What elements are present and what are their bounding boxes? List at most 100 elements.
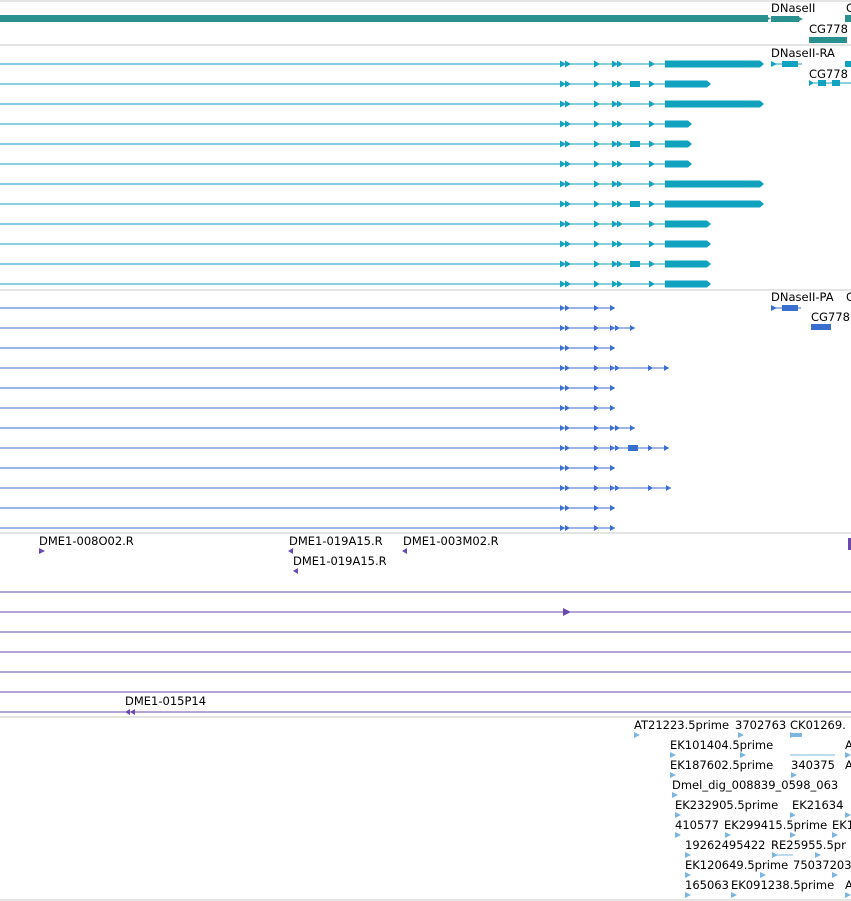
exon-arrow — [594, 325, 599, 331]
est-feature — [845, 892, 851, 898]
mrna-label-cg778[interactable]: CG778 — [809, 67, 848, 81]
exon-arrow — [610, 345, 615, 351]
exon-arrow — [617, 160, 623, 168]
est-label[interactable]: 3702763 — [735, 718, 786, 732]
est-label[interactable]: 75037203 — [793, 858, 851, 872]
est-label[interactable]: 410577 — [675, 818, 719, 832]
exon-arrow — [649, 260, 655, 268]
exon-arrow — [612, 80, 618, 88]
protein-label-cg778[interactable]: CG778 — [811, 310, 850, 324]
exon-arrow — [688, 120, 692, 128]
exon-arrow — [565, 180, 571, 188]
exon-arrow — [594, 80, 600, 88]
exon-arrow — [565, 160, 571, 168]
est-label[interactable]: EK120649.5prime — [685, 858, 788, 872]
mrna-track[interactable]: DNaseII-RA CG778 — [0, 46, 851, 288]
exon-arrow — [649, 180, 655, 188]
exon-arrow — [594, 385, 599, 391]
est-label[interactable]: Dmel_dig_008839_0598_063 — [672, 778, 838, 792]
protein-label-dnaseii-pa[interactable]: DNaseII-PA — [771, 290, 834, 304]
exon-arrow — [688, 140, 692, 148]
exon-arrow — [565, 445, 570, 451]
exon-arrow — [594, 425, 599, 431]
exon-arrow — [594, 280, 600, 288]
exon-arrow — [565, 120, 571, 128]
exon — [665, 60, 760, 68]
exon — [832, 80, 840, 86]
est-feature — [791, 772, 797, 778]
exon-arrow — [594, 485, 599, 491]
exon-arrow — [612, 180, 618, 188]
gene-label-dnaseii[interactable]: DNaseII — [771, 1, 815, 15]
est-feature — [685, 852, 691, 858]
clone-end-arrow — [39, 548, 45, 554]
exon-arrow — [560, 465, 565, 471]
est-label[interactable]: EK21634 — [792, 798, 843, 812]
exon-arrow — [560, 485, 565, 491]
exon-arrow — [615, 325, 620, 331]
est-label[interactable]: A — [845, 878, 851, 892]
exon-arrow — [560, 60, 566, 68]
exon-arrow — [649, 80, 655, 88]
est-label[interactable]: EK232905.5prime — [675, 798, 778, 812]
exon-arrow — [649, 140, 655, 148]
protein-track[interactable]: DNaseII-PA C CG778 — [0, 290, 851, 531]
exon-arrow — [560, 180, 566, 188]
gene-model — [0, 15, 768, 22]
clone-label-dme1-008o02[interactable]: DME1-008O02.R — [39, 534, 134, 548]
exon — [665, 100, 760, 108]
clone-label-dme1-015p14[interactable]: DME1-015P14 — [125, 694, 206, 708]
est-label[interactable]: AT21223.5prime — [634, 718, 729, 732]
exon-arrow — [594, 140, 600, 148]
est-label[interactable]: CK01269. — [790, 718, 846, 732]
exon — [665, 180, 760, 188]
exon-arrow — [617, 280, 623, 288]
exon-arrow — [610, 465, 615, 471]
exon-arrow — [612, 220, 618, 228]
est-feature — [832, 832, 838, 838]
est-feature — [790, 733, 802, 737]
est-label[interactable]: EK1 — [832, 818, 851, 832]
exon-arrow — [612, 160, 618, 168]
clone-label-dme1-003m02[interactable]: DME1-003M02.R — [403, 534, 499, 548]
clone-label-dme1-019a15-b[interactable]: DME1-019A15.R — [293, 554, 387, 568]
gene-track[interactable]: DNaseII C CG778 — [0, 1, 851, 43]
mrna-label-dnaseii-ra[interactable]: DNaseII-RA — [771, 46, 835, 60]
exon-arrow — [594, 160, 600, 168]
est-label[interactable]: 19262495422 — [685, 838, 765, 852]
exon-arrow — [560, 325, 565, 331]
exon-arrow — [560, 240, 566, 248]
exon-arrow — [649, 160, 655, 168]
exon-arrow — [615, 445, 620, 451]
exon-arrow — [610, 505, 615, 511]
est-track[interactable]: AT21223.5prime 3702763 CK01269. EK101404… — [634, 718, 851, 898]
est-feature — [740, 752, 746, 758]
gene-label-c[interactable]: C — [846, 1, 851, 15]
est-label[interactable]: EK187602.5prime — [670, 758, 773, 772]
est-label[interactable]: EK091238.5prime — [731, 878, 834, 892]
exon-arrow — [594, 445, 599, 451]
exon-arrow — [707, 240, 711, 248]
protein-label-c[interactable]: C — [846, 290, 851, 304]
clone-label-dme1-019a15-a[interactable]: DME1-019A15.R — [289, 534, 383, 548]
exon-arrow — [594, 365, 599, 371]
exon-arrow — [649, 240, 655, 248]
exon-arrow — [565, 505, 570, 511]
exon-arrow — [565, 345, 570, 351]
clone-track[interactable]: DME1-008O02.R DME1-019A15.R DME1-003M02.… — [0, 534, 851, 715]
est-label[interactable]: A — [845, 758, 851, 772]
exon-arrow — [565, 220, 571, 228]
est-label[interactable]: EK101404.5prime — [670, 738, 773, 752]
est-label[interactable]: RE25955.5pr — [771, 838, 846, 852]
est-label[interactable]: EK299415.5prime — [724, 818, 827, 832]
exon-arrow — [707, 260, 711, 268]
exon-arrow — [565, 325, 570, 331]
est-label[interactable]: A — [845, 738, 851, 752]
est-label[interactable]: 340375 — [791, 758, 835, 772]
est-feature — [845, 752, 851, 758]
est-label[interactable]: 165063 — [685, 878, 729, 892]
est-feature — [815, 852, 821, 858]
exon-arrow — [565, 100, 571, 108]
gene-label-cg778[interactable]: CG778 — [809, 22, 848, 36]
